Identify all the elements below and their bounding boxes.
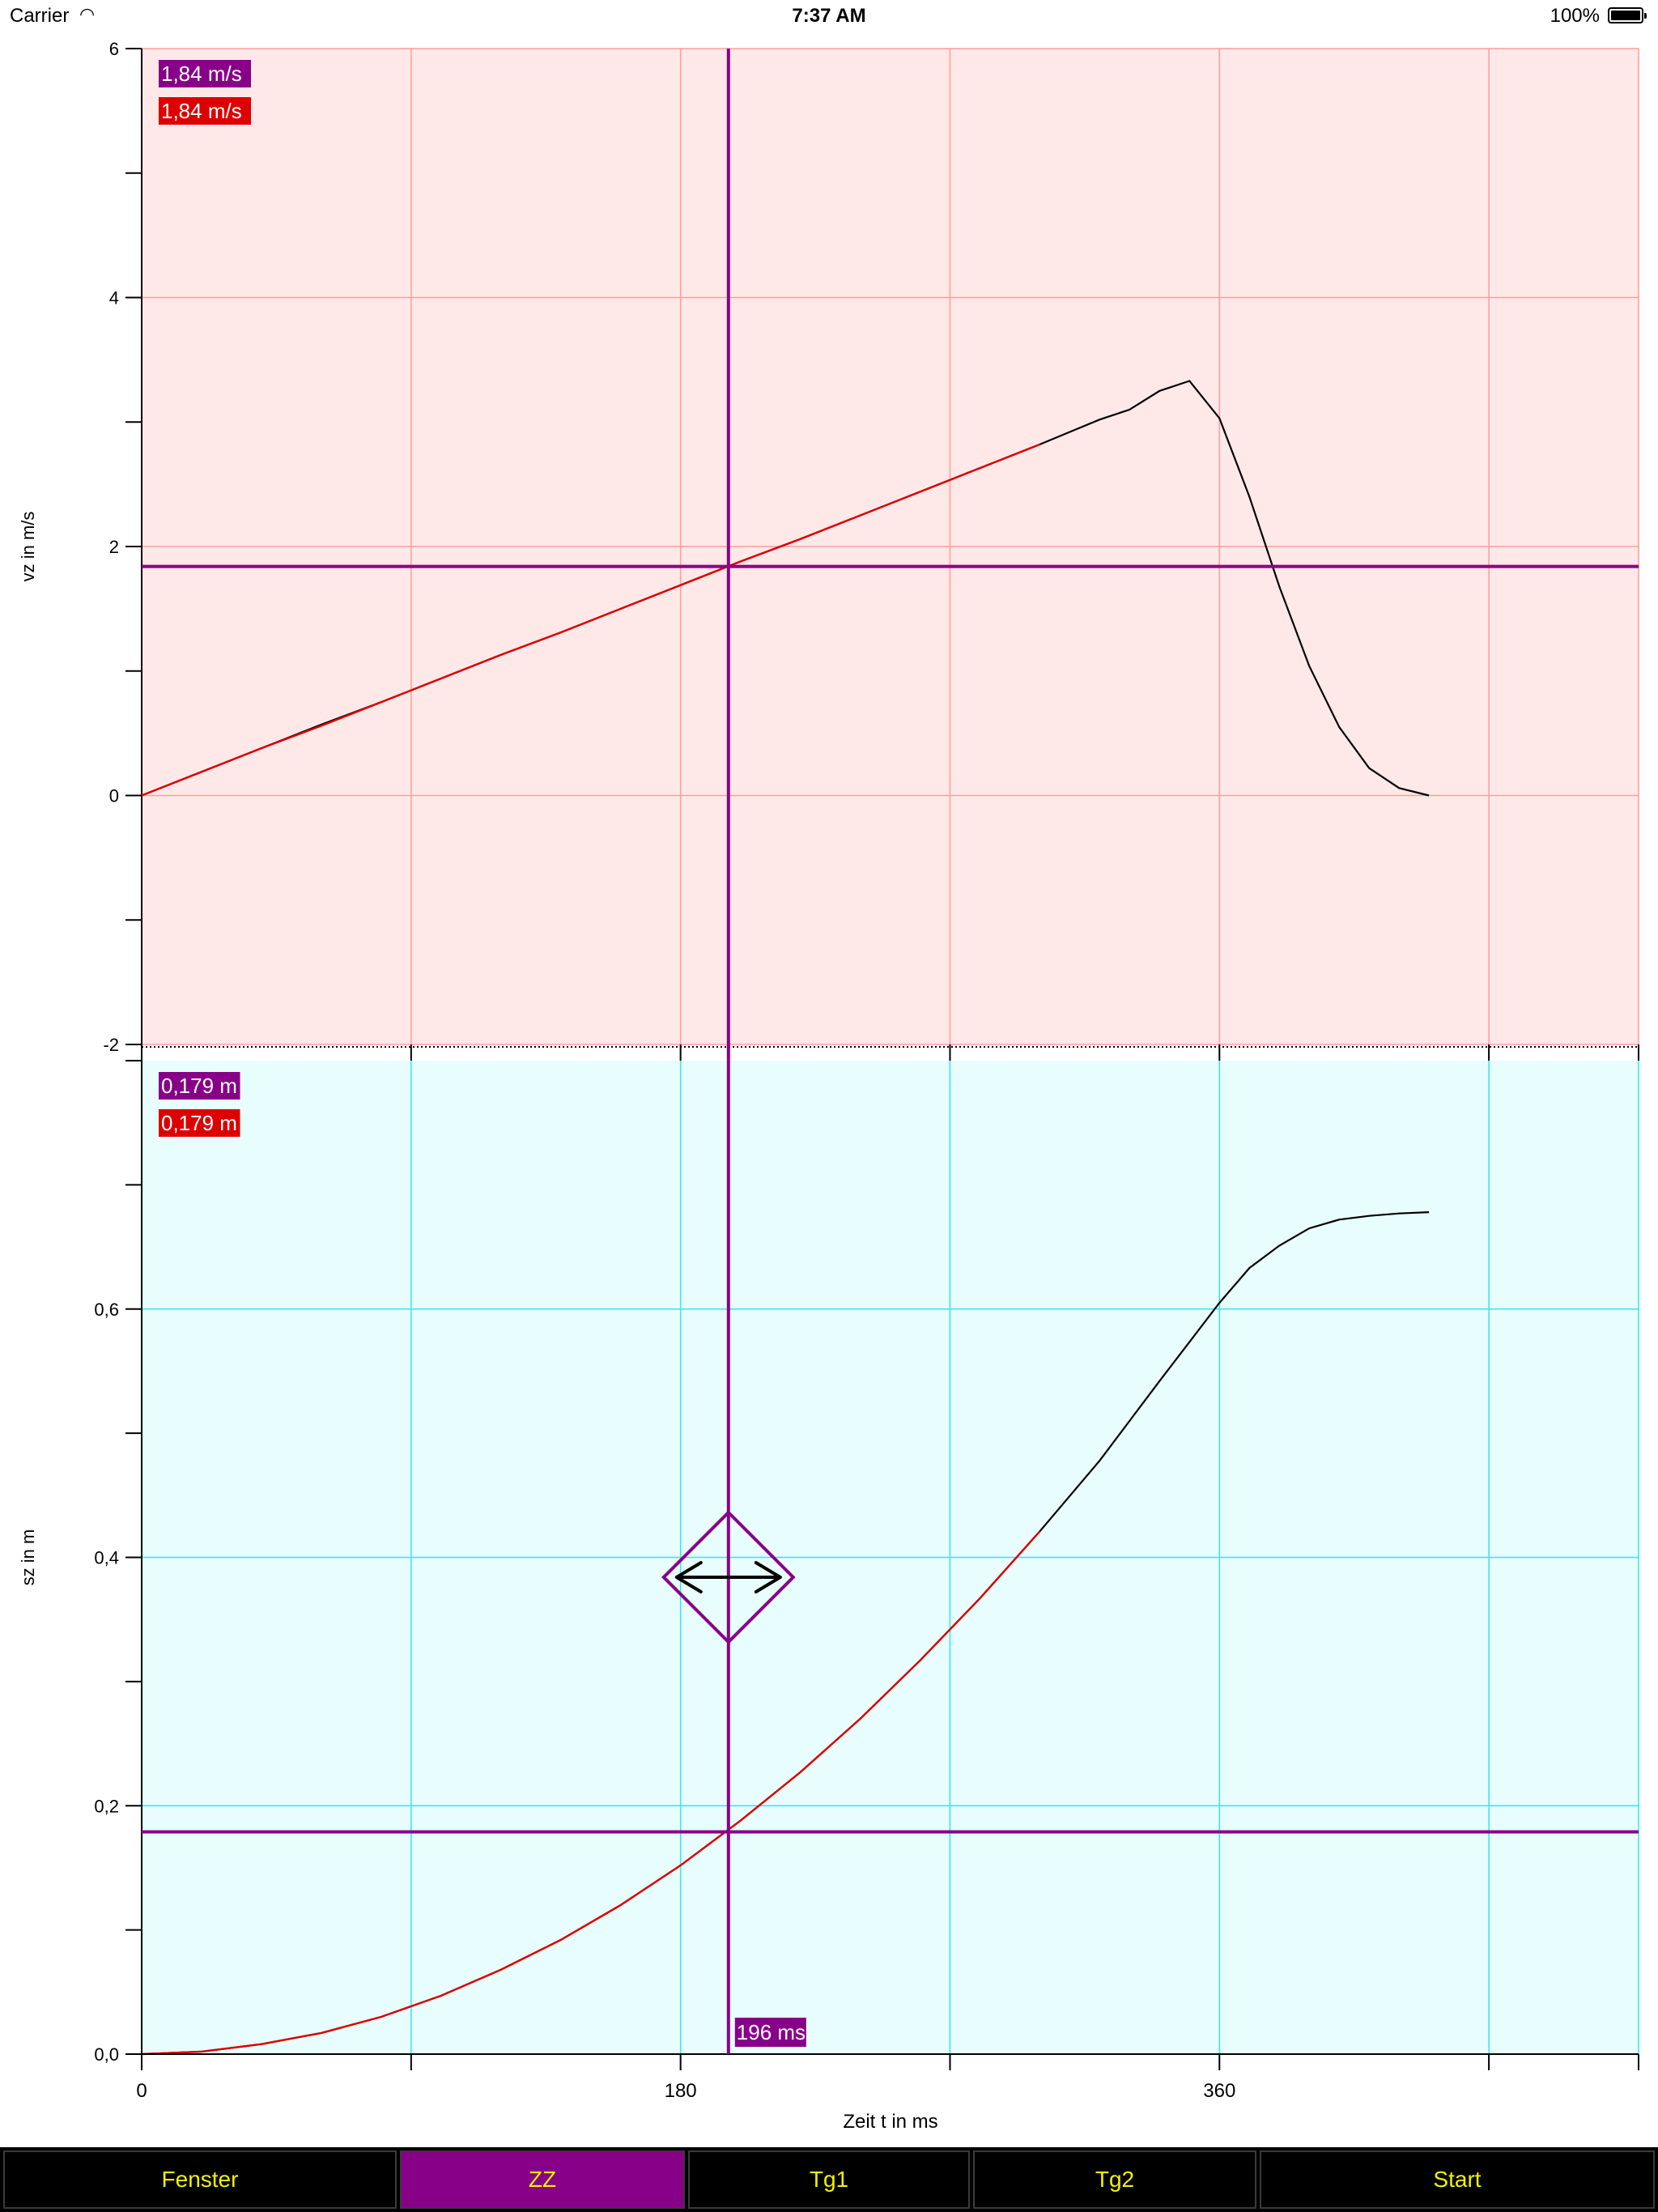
y-axis-label-sz: sz in m <box>18 1529 38 1586</box>
clock: 7:37 AM <box>792 5 866 27</box>
x-tick-label: 180 <box>665 2080 697 2102</box>
double-arrow-icon[interactable] <box>674 1561 782 1593</box>
value-badge-sz <box>159 1072 240 1100</box>
y-tick-label: -2 <box>103 1035 119 1055</box>
y-tick-label: 0,0 <box>94 2044 119 2065</box>
time-label: 196 ms <box>737 2020 806 2044</box>
tab-fenster[interactable]: Fenster <box>3 2150 397 2209</box>
series-line-sz-1 <box>141 1530 1041 2056</box>
y-tick-label: 0 <box>109 786 119 806</box>
value-badge-sz <box>159 1109 240 1137</box>
status-bar: Carrier ◠ 7:37 AM 100% <box>0 0 1658 32</box>
value-badge-vz <box>159 60 251 87</box>
tab-start[interactable]: Start <box>1260 2150 1655 2209</box>
battery-icon <box>1608 7 1647 23</box>
chart-area[interactable]: -2 0 2 4 6 vz in m/s 1,84 m/s 1,84 m/s 0,0 0,2 0,4… <box>0 32 1658 2144</box>
value-label-sz: 0,179 m <box>161 1111 237 1135</box>
y-tick-label: 0,6 <box>94 1300 119 1320</box>
x-axis-label: Zeit t in ms <box>843 2111 937 2133</box>
value-label-vz: 1,84 m/s <box>161 99 242 123</box>
y-tick-label: 0,2 <box>94 1796 119 1816</box>
y-tick-label: 2 <box>109 537 119 557</box>
tab-bar: Fenster ZZ Tg1 Tg2 Start <box>0 2147 1658 2212</box>
x-tick-label: 0 <box>136 2080 147 2102</box>
value-label-vz: 1,84 m/s <box>161 62 242 86</box>
y-tick-label: 4 <box>109 288 119 308</box>
y-axis-label-vz: vz in m/s <box>18 512 38 582</box>
carrier-label: Carrier <box>10 5 70 27</box>
tab-tg2[interactable]: Tg2 <box>973 2150 1256 2209</box>
cursor-drag-handle[interactable] <box>661 1510 796 1644</box>
battery-percent: 100% <box>1550 5 1600 27</box>
y-tick-label: 6 <box>109 39 119 59</box>
y-tick-label: 0,4 <box>94 1548 119 1568</box>
wifi-icon: ◠ <box>79 4 96 24</box>
time-badge <box>734 2018 806 2047</box>
x-tick-label: 360 <box>1203 2080 1235 2102</box>
value-label-sz: 0,179 m <box>161 1074 237 1098</box>
series-line-vz-1 <box>141 443 1040 797</box>
value-badge-vz <box>159 97 251 125</box>
tab-tg1[interactable]: Tg1 <box>688 2150 970 2209</box>
tab-zz[interactable]: ZZ <box>400 2150 685 2209</box>
